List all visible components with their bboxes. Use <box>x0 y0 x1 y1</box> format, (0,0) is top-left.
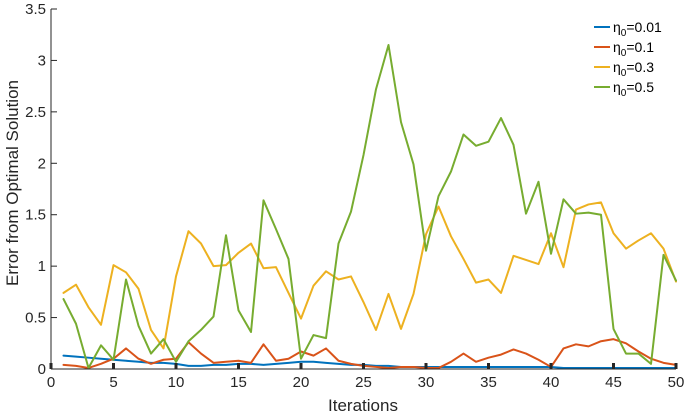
series-line-2 <box>62 338 677 369</box>
series-lines <box>62 44 677 369</box>
x-axis-label: Iterations <box>328 396 398 415</box>
x-tick-label: 30 <box>418 374 435 391</box>
series-line-4 <box>62 44 677 369</box>
y-axis-label: Error from Optimal Solution <box>3 80 22 286</box>
y-tick-label: 2 <box>38 155 46 172</box>
y-axis-ticks: 0 0.5 1 1.5 2 2.5 3 3.5 <box>25 1 57 378</box>
y-tick-label: 1.5 <box>25 207 46 224</box>
y-tick-label: 1 <box>38 258 46 275</box>
x-tick-label: 5 <box>109 374 117 391</box>
series-line-3 <box>62 201 677 350</box>
y-tick-label: 3.5 <box>25 1 46 18</box>
x-tick-label: 25 <box>355 374 372 391</box>
x-tick-label: 15 <box>230 374 247 391</box>
x-tick-label: 10 <box>168 374 185 391</box>
y-tick-label: 0 <box>38 361 46 378</box>
legend-label: η0=0.3 <box>613 59 654 79</box>
legend-item-1: η0=0.01 <box>594 19 662 39</box>
x-tick-label: 50 <box>668 374 685 391</box>
y-tick-label: 3 <box>38 52 46 69</box>
plot-area <box>51 9 676 369</box>
x-tick-label: 0 <box>47 374 55 391</box>
legend-label: η0=0.01 <box>613 19 662 39</box>
series-line-1 <box>62 354 677 369</box>
legend-item-3: η0=0.3 <box>594 59 654 79</box>
legend-item-2: η0=0.1 <box>594 39 654 59</box>
x-axis-ticks: 0 5 10 15 20 25 30 35 40 45 50 <box>47 363 685 391</box>
plot-background <box>51 9 676 369</box>
x-tick-label: 35 <box>480 374 497 391</box>
legend-label: η0=0.5 <box>613 79 654 99</box>
y-tick-label: 0.5 <box>25 310 46 327</box>
legend-label: η0=0.1 <box>613 39 654 59</box>
x-tick-label: 45 <box>605 374 622 391</box>
x-tick-label: 40 <box>543 374 560 391</box>
y-tick-label: 2.5 <box>25 104 46 121</box>
legend-item-4: η0=0.5 <box>594 79 654 99</box>
x-tick-label: 20 <box>293 374 310 391</box>
